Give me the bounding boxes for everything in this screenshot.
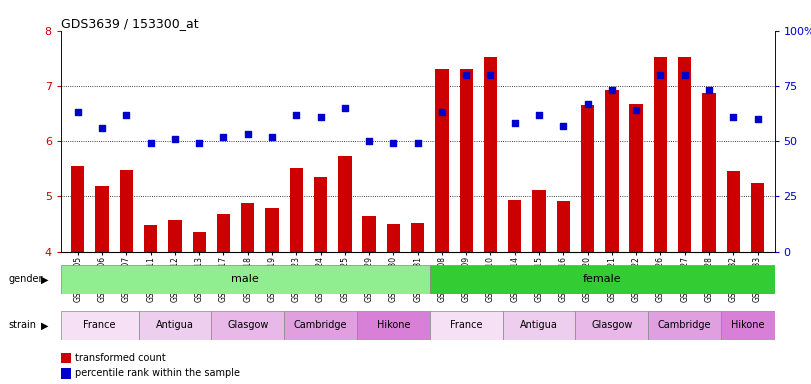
- Bar: [556, 201, 570, 252]
- Point: [96, 125, 109, 131]
- Point: [629, 107, 642, 113]
- Bar: [581, 105, 594, 252]
- Bar: [241, 204, 255, 252]
- Text: Glasgow: Glasgow: [227, 320, 268, 331]
- Bar: [702, 93, 715, 252]
- Text: Hikone: Hikone: [731, 320, 765, 331]
- Bar: [751, 182, 764, 252]
- Point: [411, 140, 424, 146]
- Point: [120, 112, 133, 118]
- Text: male: male: [231, 274, 260, 285]
- Text: Hikone: Hikone: [376, 320, 410, 331]
- Bar: [727, 172, 740, 252]
- Bar: [61, 311, 139, 340]
- Point: [581, 101, 594, 107]
- Text: ▶: ▶: [41, 274, 49, 285]
- Point: [508, 121, 521, 127]
- Point: [460, 72, 473, 78]
- Point: [338, 105, 351, 111]
- Text: strain: strain: [8, 320, 36, 331]
- Point: [71, 109, 84, 116]
- Point: [727, 114, 740, 120]
- Point: [436, 109, 448, 116]
- Text: female: female: [583, 274, 621, 285]
- Point: [533, 112, 546, 118]
- Bar: [629, 104, 643, 252]
- Point: [265, 134, 278, 140]
- Bar: [503, 311, 576, 340]
- Bar: [217, 214, 230, 252]
- Bar: [508, 200, 521, 252]
- Bar: [532, 190, 546, 252]
- Text: Cambridge: Cambridge: [658, 320, 711, 331]
- Point: [557, 122, 570, 129]
- Bar: [411, 223, 424, 252]
- Text: percentile rank within the sample: percentile rank within the sample: [75, 368, 240, 378]
- Bar: [460, 69, 473, 252]
- Bar: [576, 311, 648, 340]
- Point: [193, 140, 206, 146]
- Point: [314, 114, 327, 120]
- Bar: [484, 57, 497, 252]
- Bar: [192, 232, 206, 252]
- Bar: [648, 311, 721, 340]
- Bar: [430, 311, 503, 340]
- Text: Cambridge: Cambridge: [294, 320, 347, 331]
- Bar: [290, 168, 303, 252]
- Text: transformed count: transformed count: [75, 353, 165, 363]
- Bar: [61, 368, 71, 379]
- Bar: [96, 186, 109, 252]
- Bar: [363, 216, 375, 252]
- Text: gender: gender: [8, 274, 43, 285]
- Point: [387, 140, 400, 146]
- Bar: [61, 353, 71, 363]
- Text: Antigua: Antigua: [520, 320, 558, 331]
- Point: [290, 112, 303, 118]
- Bar: [168, 220, 182, 252]
- Text: Glasgow: Glasgow: [591, 320, 633, 331]
- Bar: [721, 311, 775, 340]
- Bar: [139, 311, 212, 340]
- Bar: [387, 224, 400, 252]
- Bar: [120, 170, 133, 252]
- Point: [605, 87, 618, 93]
- Text: Antigua: Antigua: [156, 320, 194, 331]
- Point: [241, 131, 254, 137]
- Point: [484, 72, 497, 78]
- Point: [654, 72, 667, 78]
- Bar: [678, 57, 691, 252]
- Bar: [605, 90, 619, 252]
- Bar: [144, 225, 157, 252]
- Point: [144, 140, 157, 146]
- Bar: [654, 57, 667, 252]
- Bar: [436, 69, 448, 252]
- Bar: [265, 209, 279, 252]
- Point: [217, 134, 230, 140]
- Bar: [71, 166, 84, 252]
- Point: [702, 87, 715, 93]
- Point: [363, 138, 375, 144]
- Text: France: France: [84, 320, 116, 331]
- Bar: [212, 311, 284, 340]
- Bar: [61, 265, 430, 294]
- Text: ▶: ▶: [41, 320, 49, 331]
- Bar: [430, 265, 775, 294]
- Bar: [284, 311, 357, 340]
- Text: GDS3639 / 153300_at: GDS3639 / 153300_at: [61, 17, 199, 30]
- Bar: [357, 311, 430, 340]
- Text: France: France: [450, 320, 483, 331]
- Bar: [338, 156, 351, 252]
- Point: [751, 116, 764, 122]
- Bar: [314, 177, 328, 252]
- Point: [678, 72, 691, 78]
- Point: [169, 136, 182, 142]
